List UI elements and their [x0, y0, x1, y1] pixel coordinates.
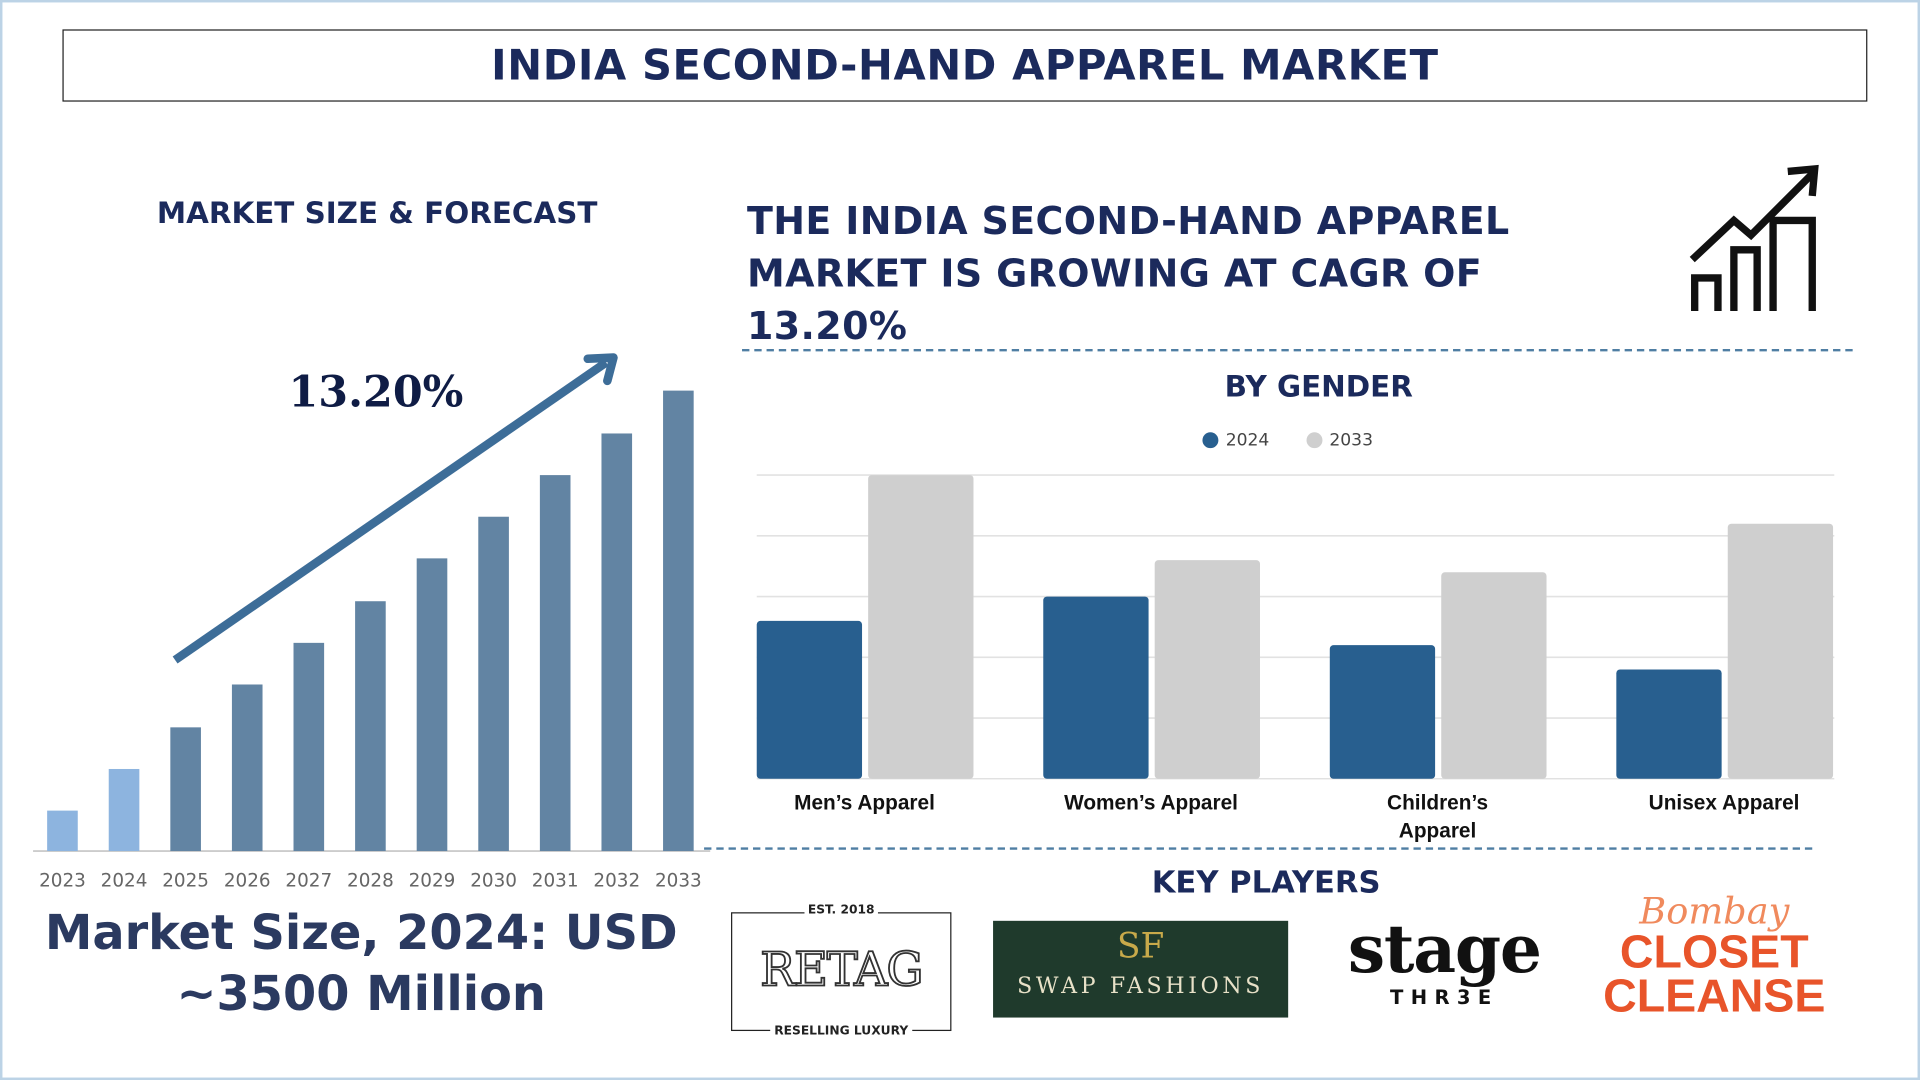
year-label-2028: 2028 — [347, 869, 394, 892]
year-label-2029: 2029 — [408, 869, 456, 892]
legend-swatch-2033 — [1306, 432, 1323, 449]
bar-2026 — [231, 684, 263, 852]
bar-2033-0 — [868, 475, 974, 779]
cleanse-text: CLEANSE — [1603, 971, 1826, 1023]
by-gender-heading: BY GENDER — [1224, 369, 1413, 405]
market-forecast-chart: 13.20% — [33, 353, 711, 852]
market-size-heading: MARKET SIZE & FORECAST — [156, 195, 598, 231]
market-size-line1: Market Size, 2024: USD — [44, 906, 678, 962]
cagr-annotation: 13.20% — [288, 368, 463, 418]
swap-name: SWAP FASHIONS — [1017, 973, 1265, 1000]
logo-bombay-closet-cleanse: Bombay CLOSET CLEANSE — [1592, 890, 1837, 1023]
market-size-text: Market Size, 2024: USD ~3500 Million — [24, 904, 697, 1026]
legend-label-2033: 2033 — [1329, 431, 1373, 451]
year-label-2026: 2026 — [223, 869, 271, 892]
year-label-2025: 2025 — [162, 869, 210, 892]
year-label-2031: 2031 — [531, 869, 579, 892]
key-players-heading: KEY PLAYERS — [1151, 864, 1381, 901]
cagr-headline: THE INDIA SECOND-HAND APPAREL MARKET IS … — [747, 196, 1510, 354]
bar-2024-2 — [1329, 645, 1436, 779]
bar-2032 — [601, 433, 633, 852]
category-label-0: Men’s Apparel — [794, 791, 935, 815]
bar-2024-3 — [1616, 669, 1722, 779]
market-size-line2: ~3500 Million — [176, 967, 546, 1023]
category-label-3: Unisex Apparel — [1648, 791, 1800, 815]
bar-2033 — [663, 390, 694, 852]
chart-legend: 2024 2033 — [1202, 431, 1373, 451]
legend-label-2024: 2024 — [1225, 431, 1270, 451]
swap-mark: SF — [1116, 925, 1165, 967]
bombay-script: Bombay — [1639, 890, 1790, 934]
page-title: INDIA SECOND-HAND APPAREL MARKET — [62, 29, 1868, 102]
bar-2031 — [539, 475, 571, 852]
growth-arrow — [172, 358, 609, 664]
bar-2029 — [416, 558, 448, 852]
headline-line3: 13.20% — [746, 304, 908, 349]
year-label-2030: 2030 — [470, 869, 517, 892]
bar-2030 — [478, 516, 509, 852]
bar-2027 — [293, 642, 325, 852]
legend-swatch-2024 — [1202, 432, 1219, 449]
stage-sub: THR3E — [1389, 985, 1499, 1009]
growth-arrow-head — [583, 353, 618, 386]
year-label-2032: 2032 — [593, 869, 641, 892]
year-label-2027: 2027 — [285, 869, 333, 892]
bar-2024 — [108, 768, 140, 852]
bar-2028 — [355, 601, 386, 852]
bar-2024-0 — [756, 620, 863, 779]
logo-stage-three: stage THR3E — [1325, 912, 1564, 1009]
retag-tagline: RESELLING LUXURY — [770, 1024, 912, 1039]
year-label-2024: 2024 — [100, 869, 148, 892]
gender-bar-chart — [756, 474, 1835, 780]
bar-2025 — [170, 727, 201, 852]
bar-2033-1 — [1154, 560, 1261, 779]
closet-text: CLOSET — [1619, 926, 1809, 979]
retag-est: EST. 2018 — [804, 903, 879, 918]
year-label-2023: 2023 — [39, 869, 86, 892]
divider-dashed-2 — [704, 847, 1813, 850]
year-label-2033: 2033 — [654, 869, 702, 892]
retag-name: RETAG — [759, 942, 924, 998]
bar-2033-3 — [1727, 523, 1834, 779]
category-label-1: Women’s Apparel — [1064, 791, 1238, 815]
growth-chart-icon — [1689, 164, 1819, 312]
category-label-2: Children’s Apparel — [1387, 791, 1489, 843]
legend-item-2024: 2024 — [1202, 431, 1269, 451]
bar-2023 — [47, 810, 78, 852]
legend-item-2033: 2033 — [1306, 431, 1373, 451]
logo-retag: EST. 2018 RETAG RESELLING LUXURY — [731, 903, 952, 1039]
logo-swap-fashions: SF SWAP FASHIONS — [993, 920, 1289, 1018]
bar-2033-2 — [1441, 572, 1547, 779]
headline-line1: THE INDIA SECOND-HAND APPAREL — [746, 199, 1510, 244]
headline-line2: MARKET IS GROWING AT CAGR OF — [746, 252, 1483, 297]
stage-name: stage — [1347, 909, 1542, 989]
bar-2024-1 — [1043, 596, 1149, 779]
divider-dashed — [742, 348, 1853, 352]
